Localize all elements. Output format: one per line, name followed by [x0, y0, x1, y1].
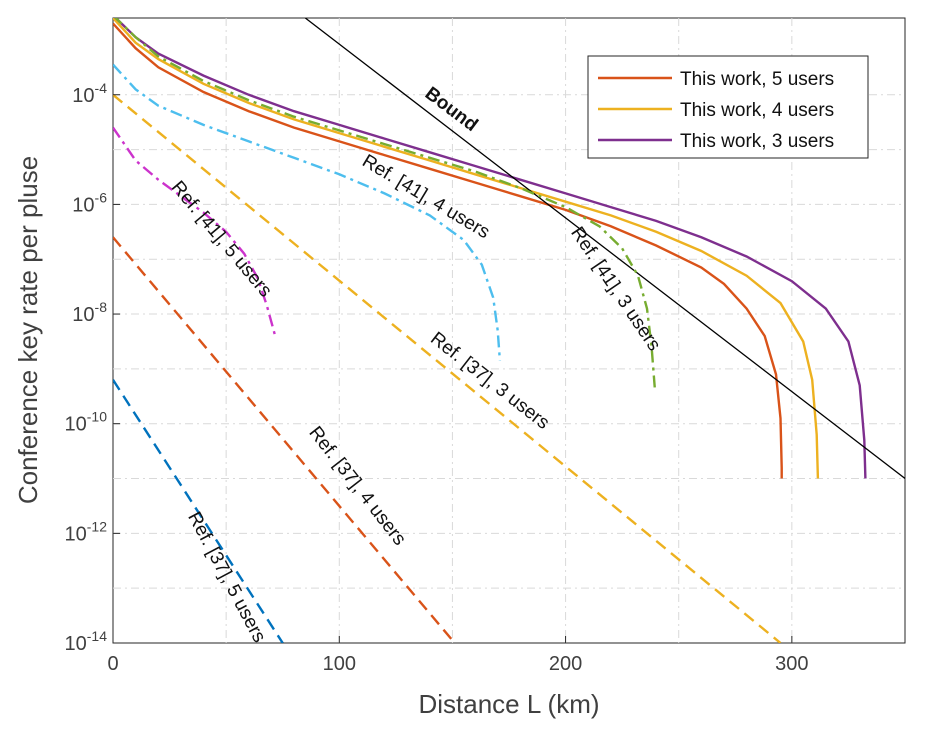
grid-lines	[113, 18, 905, 643]
x-tick-label: 300	[775, 653, 808, 675]
y-ticks: 10-4 10-6 10-8 10-10 10-12 10-14	[65, 80, 120, 655]
x-axis-label: Distance L (km)	[418, 689, 599, 719]
series-group	[113, 18, 905, 643]
legend: This work, 5 users This work, 4 users This…	[587, 55, 869, 159]
y-tick-label: 10-4	[72, 80, 107, 107]
series-line-6	[113, 126, 278, 340]
legend-label: This work, 5 users	[680, 69, 834, 90]
y-tick-label: 10-8	[72, 299, 107, 326]
series-line-5	[113, 63, 502, 361]
legend-label: This work, 3 users	[680, 131, 834, 152]
series-line-4	[114, 18, 657, 391]
y-tick-label: 10-10	[65, 409, 108, 436]
series-line-3	[304, 18, 905, 480]
legend-label: This work, 4 users	[680, 100, 834, 121]
x-tick-label: 100	[323, 653, 356, 675]
y-axis-label: Conference key rate per pluse	[13, 156, 43, 504]
x-tick-label: 0	[107, 653, 118, 675]
x-tick-label: 200	[549, 653, 582, 675]
series-line-8	[113, 236, 456, 643]
series-line-1	[113, 18, 820, 479]
x-ticks: 0 100 200 300	[107, 636, 809, 675]
series-line-9	[113, 379, 284, 643]
y-tick-label: 10-14	[65, 628, 108, 655]
series-line-2	[114, 18, 867, 479]
series-line-7	[113, 93, 782, 643]
series-line-0	[113, 22, 783, 479]
y-tick-label: 10-12	[65, 518, 108, 545]
y-tick-label: 10-6	[72, 189, 107, 216]
